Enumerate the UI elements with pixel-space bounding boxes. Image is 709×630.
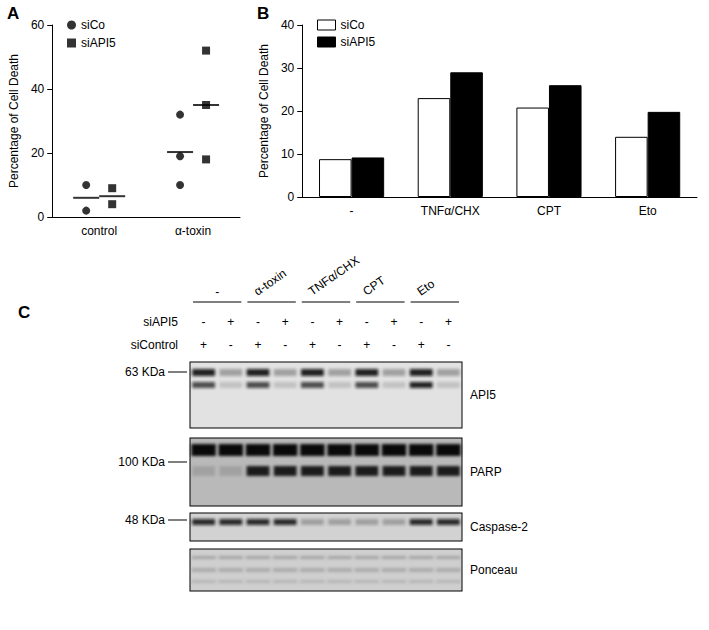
svg-text:0: 0: [38, 210, 45, 224]
svg-text:-: -: [229, 338, 233, 352]
svg-text:60: 60: [31, 18, 45, 32]
svg-text:+: +: [227, 315, 234, 329]
svg-text:+: +: [445, 315, 452, 329]
svg-text:-: -: [283, 338, 287, 352]
svg-text:CPT: CPT: [360, 273, 388, 299]
svg-text:Eto: Eto: [414, 276, 437, 298]
svg-text:Eto: Eto: [639, 204, 657, 218]
svg-text:C: C: [18, 303, 30, 322]
svg-text:B: B: [257, 4, 269, 23]
svg-text:Percentage of Cell Death: Percentage of Cell Death: [7, 54, 21, 188]
svg-text:10: 10: [281, 147, 295, 161]
svg-text:siCo: siCo: [341, 18, 365, 32]
svg-text:48 KDa: 48 KDa: [125, 513, 165, 527]
svg-text:α-toxin: α-toxin: [251, 266, 289, 298]
svg-text:40: 40: [281, 18, 295, 32]
svg-text:α-toxin: α-toxin: [175, 224, 211, 238]
svg-text:siControl: siControl: [131, 338, 178, 352]
svg-text:+: +: [363, 338, 370, 352]
svg-text:Ponceau: Ponceau: [470, 563, 517, 577]
svg-text:-: -: [215, 285, 219, 299]
svg-text:63 KDa: 63 KDa: [125, 365, 165, 379]
svg-text:control: control: [81, 224, 117, 238]
svg-text:-: -: [338, 338, 342, 352]
svg-text:+: +: [336, 315, 343, 329]
svg-text:Caspase-2: Caspase-2: [470, 520, 528, 534]
svg-text:siCo: siCo: [81, 18, 105, 32]
svg-text:API5: API5: [470, 388, 496, 402]
svg-text:20: 20: [281, 104, 295, 118]
svg-text:-: -: [350, 204, 354, 218]
svg-text:Percentage of Cell Death: Percentage of Cell Death: [257, 44, 271, 178]
svg-text:siAPI5: siAPI5: [81, 36, 116, 50]
svg-text:A: A: [7, 4, 19, 23]
svg-text:PARP: PARP: [470, 465, 502, 479]
svg-text:+: +: [309, 338, 316, 352]
svg-text:-: -: [446, 338, 450, 352]
svg-text:siAPI5: siAPI5: [143, 315, 178, 329]
svg-text:+: +: [390, 315, 397, 329]
svg-text:+: +: [282, 315, 289, 329]
svg-text:-: -: [392, 338, 396, 352]
svg-text:+: +: [418, 338, 425, 352]
svg-text:+: +: [200, 338, 207, 352]
svg-text:TNFα/CHX: TNFα/CHX: [421, 204, 480, 218]
svg-text:30: 30: [281, 61, 295, 75]
svg-text:100 KDa: 100 KDa: [118, 455, 165, 469]
svg-text:-: -: [256, 315, 260, 329]
svg-text:-: -: [202, 315, 206, 329]
svg-text:-: -: [365, 315, 369, 329]
svg-text:+: +: [254, 338, 261, 352]
svg-text:CPT: CPT: [537, 204, 562, 218]
svg-text:0: 0: [288, 190, 295, 204]
svg-text:-: -: [310, 315, 314, 329]
svg-text:siAPI5: siAPI5: [341, 35, 376, 49]
svg-text:-: -: [419, 315, 423, 329]
svg-text:20: 20: [31, 146, 45, 160]
svg-text:40: 40: [31, 82, 45, 96]
svg-text:TNFα/CHX: TNFα/CHX: [306, 253, 362, 298]
